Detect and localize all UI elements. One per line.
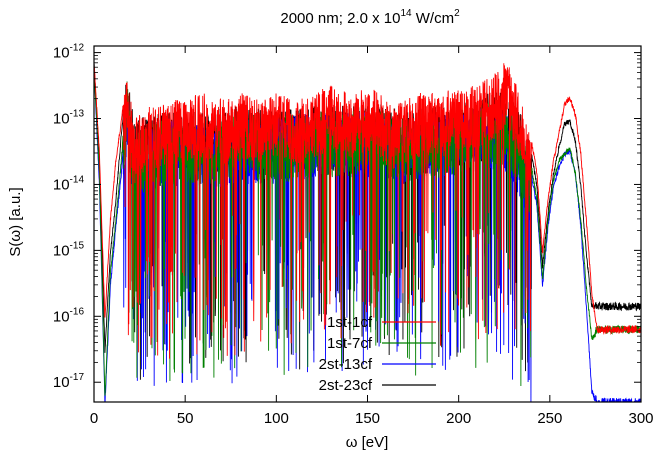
- x-tick-label-200: 200: [446, 410, 471, 427]
- chart-title: 2000 nm; 2.0 x 1014 W/cm2: [280, 8, 460, 27]
- series-line-1st-7cf: [94, 68, 641, 396]
- x-tick-label-250: 250: [537, 410, 562, 427]
- x-tick-label-0: 0: [90, 410, 98, 427]
- chart-title-exponent: 14: [400, 8, 412, 19]
- chart-title-text: 2000 nm; 2.0 x 10: [280, 10, 400, 27]
- legend-label-2st-23cf: 2st-23cf: [319, 377, 373, 394]
- x-tick-label-50: 50: [177, 410, 194, 427]
- chart-title-unit-exponent: 2: [454, 8, 460, 19]
- x-tick-label-100: 100: [264, 410, 289, 427]
- axes: 0 50 100 150 200 250 300 10-17 10-16 10-15 10-14 10…: [53, 43, 654, 427]
- y-tick-label--17: 10-17: [53, 372, 85, 391]
- y-axis-label: S(ω) [a.u.]: [7, 187, 24, 256]
- y-tick-label--12: 10-12: [53, 43, 85, 62]
- y-tick-label--16: 10-16: [53, 306, 85, 325]
- legend-label-1st-1cf: 1st-1cf: [327, 314, 373, 331]
- series-line-1st-1cf: [94, 63, 641, 359]
- x-tick-label-300: 300: [628, 410, 653, 427]
- legend: 1st-1cf 1st-7cf 2st-13cf 2st-23cf: [319, 314, 436, 394]
- y-tick-label--14: 10-14: [53, 174, 85, 193]
- x-axis-label: ω [eV]: [346, 434, 389, 451]
- plot-area: [94, 62, 641, 402]
- y-tick-label--15: 10-15: [53, 240, 85, 259]
- y-tick-label--13: 10-13: [53, 109, 85, 128]
- legend-label-2st-13cf: 2st-13cf: [319, 356, 373, 373]
- x-tick-label-150: 150: [355, 410, 380, 427]
- chart-title-unit-text: W/cm: [416, 10, 454, 27]
- legend-label-1st-7cf: 1st-7cf: [327, 335, 373, 352]
